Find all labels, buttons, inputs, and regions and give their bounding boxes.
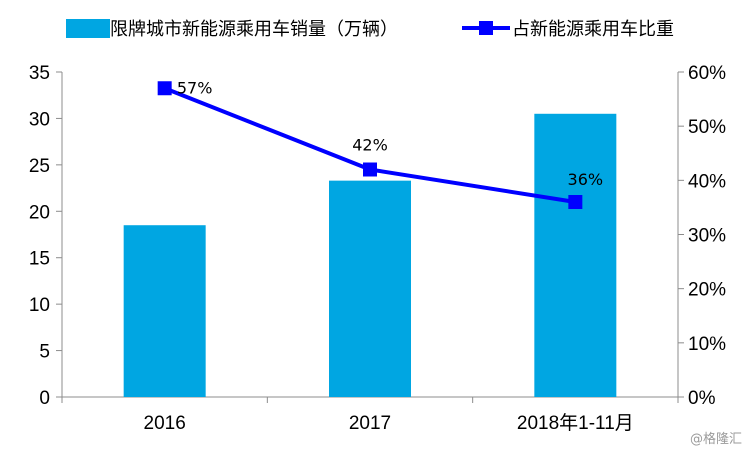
line-series (157, 81, 583, 209)
legend-line-marker (479, 21, 493, 35)
bar (329, 180, 411, 397)
left-tick-label: 35 (29, 63, 50, 84)
x-tick-label: 2016 (144, 413, 186, 434)
right-tick-label: 50% (688, 117, 726, 138)
data-label: 36% (568, 170, 604, 189)
left-tick-label: 5 (39, 342, 50, 363)
left-tick-label: 0 (39, 388, 50, 409)
left-tick-label: 15 (29, 249, 50, 270)
left-tick-label: 30 (29, 109, 50, 130)
right-tick-label: 10% (688, 334, 726, 355)
line-point (568, 195, 583, 209)
data-labels: 57% 42% 36% (177, 78, 603, 189)
data-label: 42% (352, 136, 388, 155)
left-tick-label: 10 (29, 295, 50, 316)
right-tick-label: 40% (688, 171, 726, 192)
legend-line-label: 占新能源乘用车比重 (512, 19, 674, 40)
right-tick-label: 20% (688, 280, 726, 301)
line-point (363, 162, 377, 177)
left-tick-label: 20 (29, 202, 50, 223)
bar (534, 113, 617, 398)
legend-bar-swatch (66, 19, 110, 38)
bar-series (123, 113, 617, 398)
right-tick-label: 0% (688, 388, 716, 409)
line-point (157, 81, 172, 96)
watermark-text: @格隆汇 (690, 431, 742, 447)
left-tick-label: 25 (29, 156, 50, 177)
right-tick-label: 60% (688, 63, 726, 84)
legend: 限牌城市新能源乘用车销量（万辆） 占新能源乘用车比重 (66, 19, 674, 40)
x-tick-label: 2018年1-11月 (517, 412, 634, 434)
bar (123, 225, 206, 397)
data-label: 57% (177, 78, 213, 97)
right-tick-label: 30% (688, 226, 726, 247)
x-tick-label: 2017 (349, 413, 391, 434)
legend-bar-label: 限牌城市新能源乘用车销量（万辆） (110, 19, 398, 40)
